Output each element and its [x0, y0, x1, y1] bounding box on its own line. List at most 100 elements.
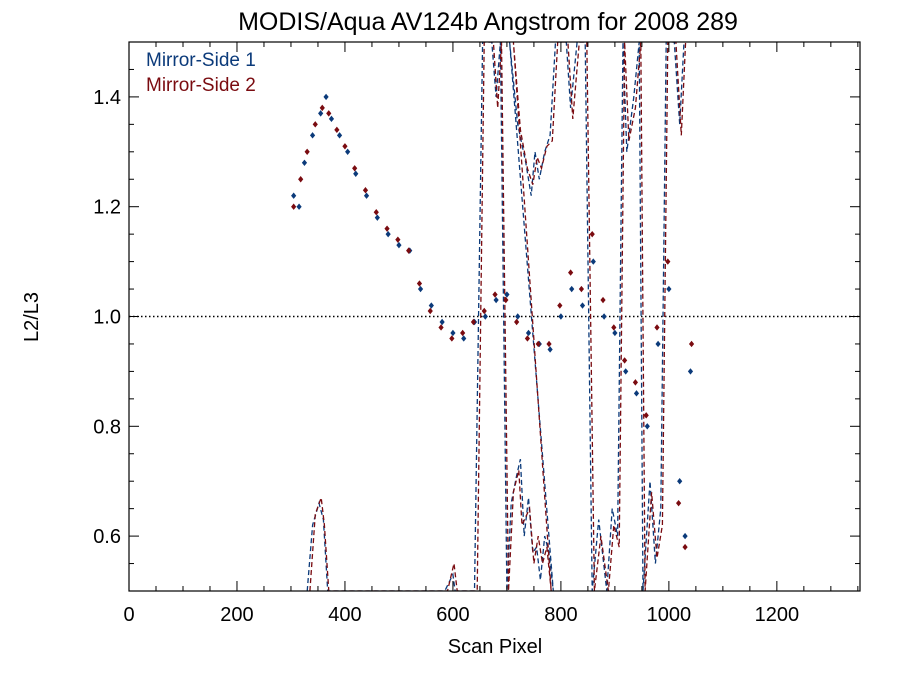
series-2-point [304, 148, 310, 155]
legend-entry-1: Mirror-Side 1 [146, 50, 256, 71]
series-1-point [482, 313, 488, 320]
series-1-point [301, 159, 308, 166]
series-2-point [373, 208, 379, 216]
series-2-point [352, 165, 358, 172]
series-2-point [481, 307, 487, 315]
series-2-point [665, 258, 671, 265]
series-2-point [342, 143, 348, 150]
series-1-point [309, 132, 316, 139]
series-1-point [590, 258, 596, 265]
series-1-point [666, 285, 672, 293]
series-1-point [601, 313, 607, 320]
series-1-point [323, 93, 329, 101]
y-tick-label: 1.0 [93, 307, 121, 329]
series-2-point [568, 269, 574, 276]
series-2-point [362, 187, 369, 194]
series-1-point [569, 285, 575, 293]
series-2-point [622, 357, 628, 364]
series-1-point [353, 170, 359, 177]
series-2-point [438, 324, 444, 331]
series-1-point [633, 390, 640, 397]
series-2-point [688, 340, 695, 348]
x-tick-label: 0 [123, 604, 134, 626]
series-1-point [579, 302, 586, 309]
series-2-point [319, 104, 325, 112]
plot-area [129, 42, 860, 591]
x-tick-label: 200 [220, 604, 253, 626]
series-2-point [298, 176, 304, 183]
series-2-point [514, 318, 520, 326]
x-axis-label: Scan Pixel [448, 636, 543, 658]
series-2-point [492, 291, 498, 298]
series-2-point [470, 318, 477, 326]
series-2-point [682, 543, 688, 551]
series-1-point [417, 285, 424, 293]
x-tick-label: 600 [436, 604, 469, 626]
series-2-point [312, 121, 318, 128]
series-2-point [326, 110, 332, 117]
series-1-point [318, 110, 324, 117]
series-2-point [460, 329, 466, 337]
series-1-point [547, 346, 553, 353]
series-1-point [336, 132, 343, 139]
series-2-point [449, 335, 455, 342]
series-2-point [535, 340, 541, 348]
series-1-point [396, 241, 402, 249]
y-tick-label: 0.6 [93, 526, 121, 548]
series-1-point [493, 296, 499, 304]
series-2-point [611, 324, 617, 331]
x-tick-label: 800 [544, 604, 577, 626]
series-1-point [461, 335, 467, 342]
series-2-point [578, 285, 585, 293]
series-2-point [675, 499, 682, 507]
legend: Mirror-Side 1 Mirror-Side 2 [146, 50, 256, 96]
series-1-point [439, 318, 445, 326]
series-2-point [334, 126, 340, 134]
series-1-point [644, 423, 650, 430]
series-2-point [406, 247, 412, 254]
series-1-point [345, 148, 351, 155]
legend-entry-2: Mirror-Side 2 [146, 75, 256, 96]
series-1-point [428, 302, 434, 309]
series-1-point [363, 192, 370, 199]
series-2-point [632, 379, 639, 386]
y-tick-label: 1.2 [93, 197, 121, 219]
series-1-point [296, 203, 302, 210]
series-1-point [677, 478, 683, 485]
series-1-point [525, 329, 532, 337]
y-tick-label: 1.4 [93, 87, 121, 109]
series-2-point [643, 412, 649, 419]
series-1-point [623, 368, 629, 375]
series-2-dashed-line [309, 42, 687, 591]
series-1-point [374, 214, 380, 221]
series-2-point [427, 307, 433, 315]
series-2-point [654, 324, 660, 331]
axes: 0 200 400 600 800 1000 1200 0.6 0.8 1.0 1.2 1.4 [93, 41, 861, 626]
series-2-point [546, 340, 552, 348]
y-tick-label: 0.8 [93, 416, 121, 438]
series-2-point [416, 280, 423, 287]
series-1-point [558, 313, 564, 320]
series-2-point [384, 225, 390, 232]
x-tick-label: 1000 [647, 604, 692, 626]
x-tick-label: 400 [328, 604, 361, 626]
series-2-point [524, 335, 531, 342]
series-2-point [600, 296, 606, 304]
series-2-point [557, 302, 563, 309]
series-1-point [655, 340, 661, 348]
series-1-point [385, 230, 391, 238]
series-2-point [589, 230, 595, 238]
chart-title: MODIS/Aqua AV124b Angstrom for 2008 289 [238, 8, 738, 36]
series-2-point [395, 236, 401, 243]
series-1-point [504, 291, 510, 298]
series-1-dashed-line [306, 42, 685, 591]
series-group [129, 42, 860, 591]
series-1-point [515, 313, 521, 320]
series-1-point [450, 329, 456, 337]
series-2-point [503, 296, 509, 304]
series-1-point [687, 368, 694, 375]
series-1-point [328, 115, 335, 123]
y-axis-label: L2/L3 [21, 292, 43, 342]
series-1-point [612, 329, 618, 337]
